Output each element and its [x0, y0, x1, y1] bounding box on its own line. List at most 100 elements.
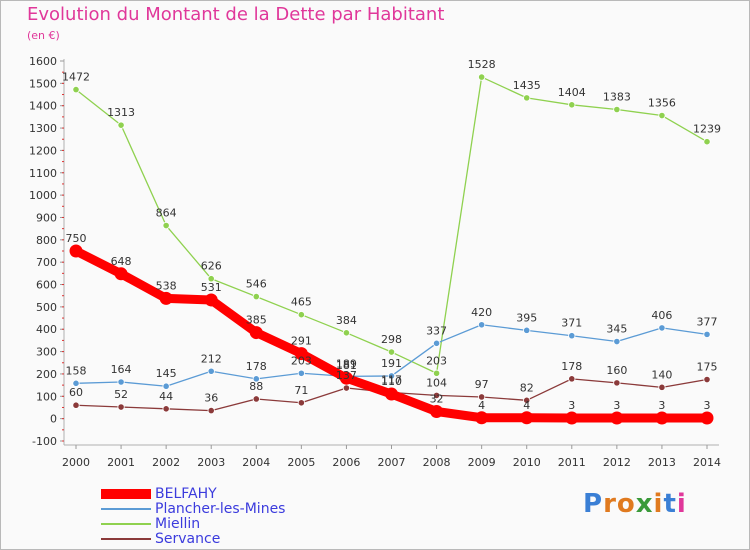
data-label: 32: [430, 392, 444, 405]
data-label: 160: [606, 364, 627, 377]
data-point: [72, 379, 80, 387]
logo-letter: P: [583, 489, 604, 519]
legend-label: Plancher-les-Mines: [155, 501, 286, 517]
data-point: [613, 337, 621, 346]
data-label: 82: [520, 381, 534, 394]
x-tick-label: 2000: [62, 456, 90, 469]
data-point: [297, 369, 305, 377]
data-label: 345: [606, 323, 627, 336]
y-tick-label: 1500: [29, 77, 57, 90]
logo-letter: o: [616, 489, 636, 519]
data-label: 71: [294, 384, 308, 397]
data-point: [117, 121, 125, 129]
data-point: [117, 378, 125, 386]
data-point: [700, 411, 714, 425]
x-tick-label: 2012: [603, 456, 631, 469]
legend-label: Servance: [155, 531, 221, 547]
data-point: [658, 324, 666, 332]
x-tick-label: 2006: [332, 456, 360, 469]
x-tick-label: 2013: [648, 456, 676, 469]
data-label: 203: [426, 354, 447, 367]
data-label: 385: [246, 314, 267, 327]
data-point: [568, 375, 576, 383]
y-tick-label: 1200: [29, 144, 57, 157]
data-point: [432, 339, 441, 347]
logo-letter: i: [653, 489, 664, 519]
data-label: 44: [159, 390, 173, 403]
data-point: [523, 396, 531, 404]
data-point: [207, 406, 215, 415]
data-label: 546: [246, 278, 267, 291]
data-point: [297, 399, 305, 407]
data-label: 3: [613, 399, 620, 412]
x-tick-label: 2002: [152, 456, 180, 469]
y-tick-label: 200: [36, 368, 57, 381]
data-point: [520, 411, 534, 425]
data-point: [658, 383, 666, 391]
data-label: 3: [704, 399, 711, 412]
data-point: [523, 94, 531, 102]
x-tick-label: 2007: [378, 456, 406, 469]
data-label: 420: [471, 306, 492, 319]
data-label: 181: [336, 359, 357, 372]
data-point: [430, 404, 444, 418]
data-label: 384: [336, 314, 357, 327]
y-tick-label: 1000: [29, 189, 57, 202]
logo-letter: t: [663, 489, 677, 519]
y-tick-label: 300: [36, 346, 57, 359]
legend-label: Miellin: [155, 516, 201, 532]
data-point: [117, 403, 125, 411]
legend-swatch: [101, 508, 151, 510]
y-tick-label: 700: [36, 256, 57, 269]
y-tick-label: 600: [36, 279, 57, 292]
data-label: 3: [658, 399, 665, 412]
data-point: [478, 321, 486, 329]
y-tick-label: 900: [36, 211, 57, 224]
data-label: 531: [201, 281, 222, 294]
logo-letter: r: [603, 489, 617, 519]
data-label: 191: [381, 357, 402, 370]
data-point: [342, 329, 351, 337]
data-label: 145: [156, 367, 177, 380]
x-tick-label: 2014: [693, 456, 721, 469]
data-label: 175: [697, 361, 718, 374]
data-label: 1472: [62, 71, 90, 84]
data-label: 137: [336, 369, 357, 382]
data-label: 1313: [107, 106, 135, 119]
y-tick-label: 1400: [29, 100, 57, 113]
logo-letter: x: [635, 489, 654, 519]
x-tick-label: 2001: [107, 456, 135, 469]
data-point: [72, 86, 80, 94]
y-tick-label: 0: [50, 413, 57, 426]
data-point: [613, 379, 621, 387]
data-label: 52: [114, 388, 128, 401]
data-label: 36: [204, 392, 218, 405]
data-point: [297, 311, 305, 319]
legend-swatch: [101, 523, 151, 525]
data-label: 212: [201, 352, 222, 365]
legend-label: BELFAHY: [155, 486, 217, 502]
data-label: 626: [201, 260, 222, 273]
data-label: 291: [291, 335, 312, 348]
data-point: [72, 401, 80, 409]
data-point: [339, 371, 353, 385]
x-tick-label: 2009: [468, 456, 496, 469]
data-label: 3: [568, 399, 575, 412]
legend-swatch: [101, 538, 151, 540]
data-point: [159, 291, 173, 305]
data-point: [478, 393, 486, 401]
data-label: 178: [561, 360, 582, 373]
legend-swatch: [101, 489, 151, 499]
data-label: 104: [426, 376, 447, 389]
data-point: [703, 330, 711, 338]
data-point: [207, 367, 215, 375]
data-point: [204, 293, 218, 307]
data-point: [207, 275, 215, 283]
x-tick-label: 2010: [513, 456, 541, 469]
data-point: [478, 73, 486, 81]
data-label: 117: [381, 373, 402, 386]
x-tick-label: 2011: [558, 456, 586, 469]
y-tick-label: 1100: [29, 167, 57, 180]
data-point: [655, 411, 669, 425]
